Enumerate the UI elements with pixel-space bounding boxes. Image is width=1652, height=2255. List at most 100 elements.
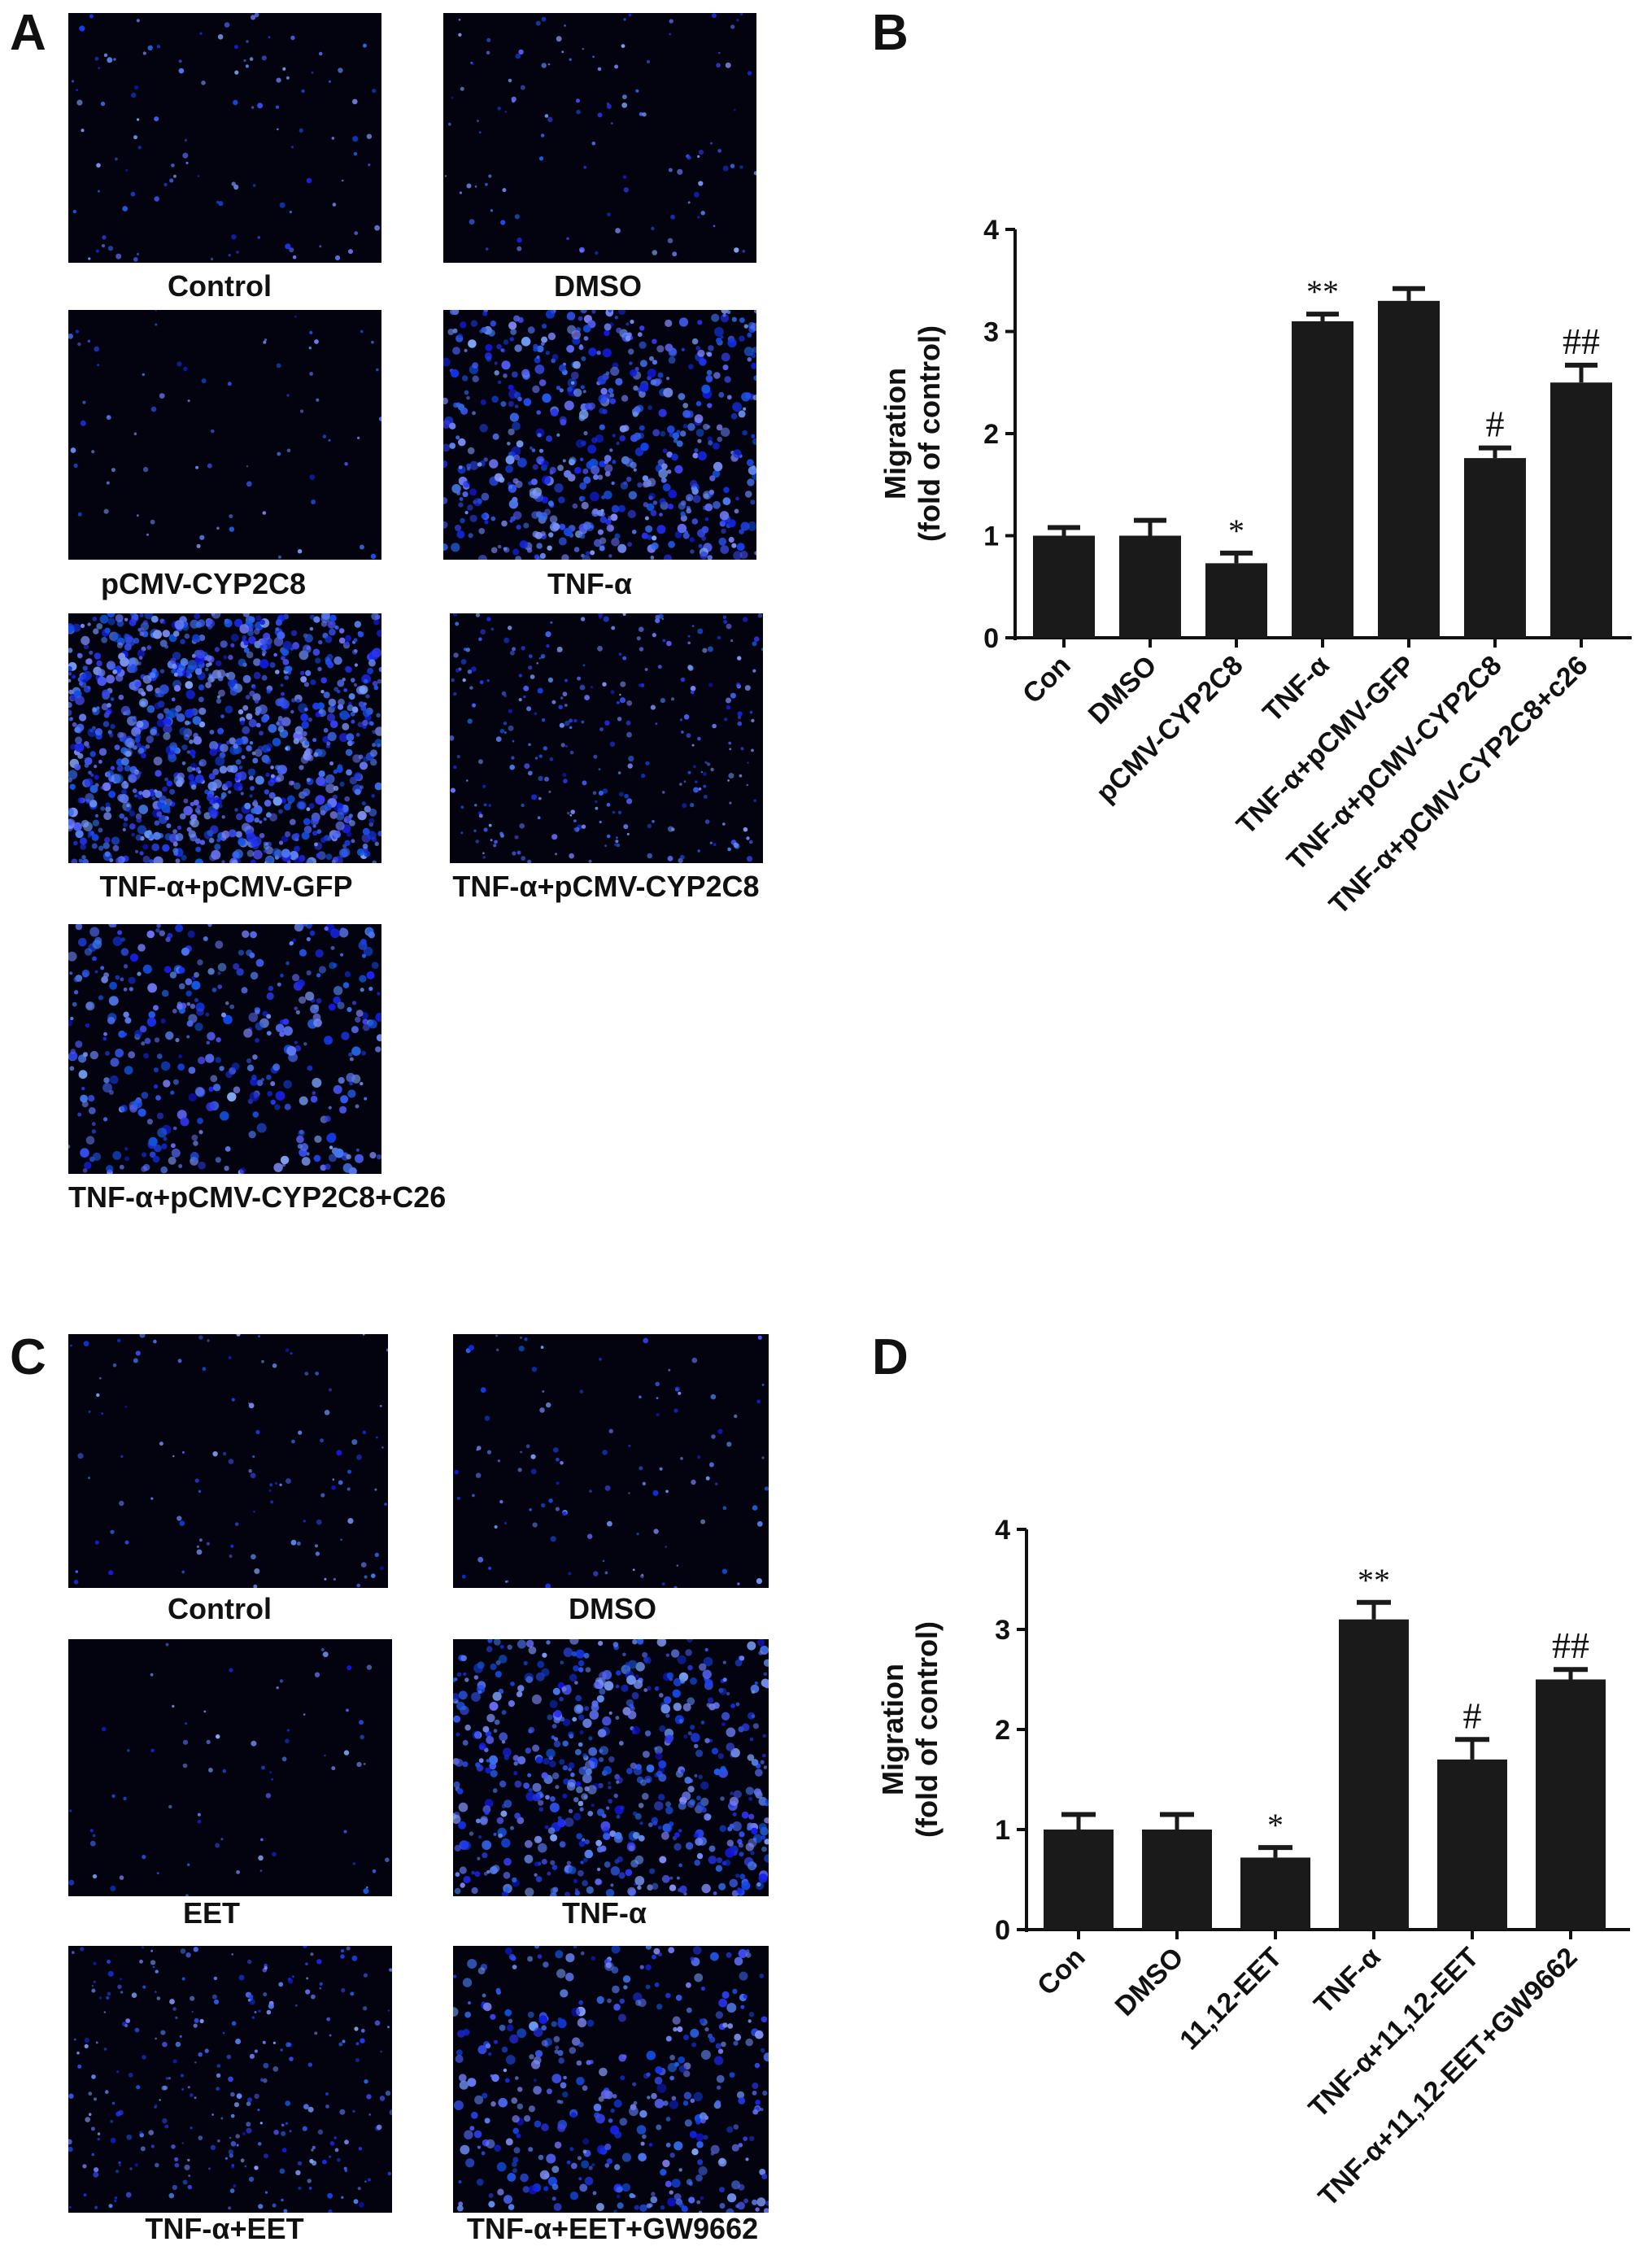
cell-dot — [612, 1985, 620, 1994]
cell-dot — [722, 1506, 727, 1511]
cell-dot — [739, 529, 744, 534]
cell-dot — [142, 2055, 146, 2060]
cell-dot — [71, 858, 78, 863]
cell-dot — [609, 741, 616, 747]
cell-dot — [739, 1852, 744, 1857]
cell-dot — [449, 310, 456, 315]
cell-dot — [622, 656, 627, 661]
cell-dot — [486, 50, 490, 55]
cell-dot — [459, 191, 462, 194]
cell-dot — [628, 1660, 638, 1669]
cell-dot — [68, 665, 72, 672]
cell-dot — [185, 162, 189, 164]
cell-dot — [494, 361, 498, 365]
cell-dot — [703, 423, 709, 430]
cell-dot — [81, 855, 86, 860]
significance-annotation: * — [1267, 1807, 1284, 1843]
cell-dot — [254, 13, 259, 18]
cell-dot — [185, 690, 195, 700]
cell-dot — [108, 996, 119, 1006]
cell-dot — [643, 1688, 648, 1692]
cell-dot — [578, 1742, 583, 1747]
cell-dot — [150, 1748, 155, 1753]
cell-dot — [471, 666, 477, 672]
cell-dot — [83, 2193, 87, 2196]
cell-dot — [455, 1872, 460, 1878]
cell-dot — [312, 648, 320, 656]
cell-dot — [142, 675, 152, 684]
cell-dot — [208, 2167, 211, 2170]
cell-dot — [144, 613, 154, 620]
cell-dot — [221, 830, 230, 839]
cell-dot — [621, 44, 625, 48]
cell-dot — [156, 1053, 163, 1059]
cell-dot — [121, 789, 127, 795]
cell-dot — [173, 747, 180, 754]
cell-dot — [690, 803, 695, 808]
cell-dot — [260, 1838, 264, 1842]
cell-dot — [196, 1549, 203, 1555]
cell-dot — [490, 1866, 498, 1874]
cell-dot — [461, 375, 469, 382]
cell-dot — [665, 1801, 671, 1808]
cell-dot — [756, 1520, 763, 1527]
cell-dot — [175, 705, 182, 713]
cell-dot — [131, 832, 135, 837]
cell-dot — [351, 1046, 361, 1056]
cell-dot — [322, 1651, 329, 1658]
cell-dot — [495, 1987, 501, 1993]
cell-dot — [527, 1773, 532, 1777]
cell-dot — [349, 820, 355, 827]
cell-dot — [522, 2186, 530, 2193]
cell-dot — [654, 2099, 665, 2109]
cell-dot — [118, 2161, 121, 2165]
cell-dot — [695, 2133, 704, 2142]
cell-dot — [358, 701, 364, 708]
cell-dot — [579, 2183, 588, 2192]
cell-dot — [119, 1164, 124, 1170]
cell-dot — [72, 722, 77, 727]
cell-dot — [646, 1764, 655, 1773]
cell-dot — [743, 2136, 748, 2141]
cell-dot — [351, 719, 355, 724]
cell-dot — [618, 2054, 626, 2062]
cell-dot — [615, 1684, 620, 1689]
cell-dot — [604, 323, 612, 331]
cell-dot — [329, 1145, 333, 1149]
cell-dot — [291, 1439, 295, 1444]
cell-dot — [233, 99, 238, 106]
cell-dot — [77, 512, 82, 517]
cell-dot — [208, 837, 215, 844]
cell-dot — [180, 1117, 190, 1127]
cell-dot — [346, 1154, 352, 1160]
cell-dot — [103, 1077, 110, 1084]
cell-dot — [182, 152, 189, 159]
cell-dot — [595, 800, 598, 804]
cell-dot — [180, 2074, 184, 2078]
cell-dot — [536, 543, 543, 549]
cell-dot — [541, 460, 549, 468]
cell-dot — [208, 674, 213, 679]
cell-dot — [346, 1708, 349, 1712]
cell-dot — [280, 2048, 283, 2052]
cell-dot — [574, 1681, 578, 1685]
cell-dot — [270, 1081, 276, 1087]
cell-dot — [216, 1037, 221, 1043]
cell-dot — [230, 643, 235, 648]
cell-dot — [597, 645, 603, 652]
cell-dot — [338, 1480, 343, 1485]
cell-dot — [252, 686, 256, 690]
cell-dot — [610, 513, 618, 521]
cell-dot — [467, 718, 473, 724]
cell-dot — [231, 234, 237, 240]
cell-dot — [316, 398, 320, 402]
cell-dot — [254, 1568, 260, 1574]
cell-dot — [158, 815, 168, 824]
cell-dot — [573, 1946, 578, 1949]
cell-dot — [610, 366, 620, 376]
cell-dot — [106, 481, 110, 485]
cell-dot — [227, 1092, 237, 1101]
cell-dot — [555, 2045, 560, 2050]
cell-dot — [124, 1540, 129, 1545]
cell-dot — [218, 689, 225, 697]
